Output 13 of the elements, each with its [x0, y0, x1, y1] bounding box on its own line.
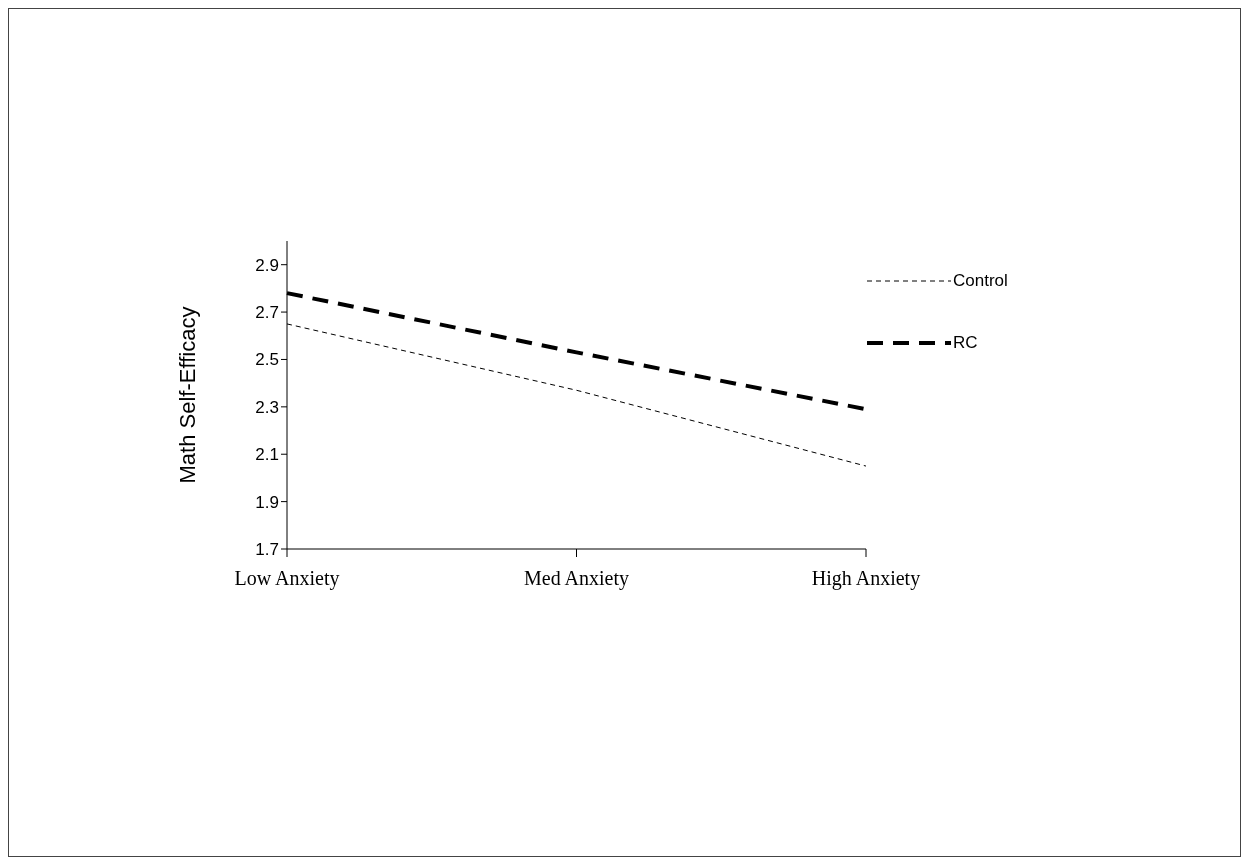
x-tick-label: Med Anxiety: [524, 567, 629, 591]
y-tick-label: 2.7: [255, 303, 279, 323]
y-tick-label: 2.9: [255, 255, 279, 275]
y-tick-label: 2.5: [255, 350, 279, 370]
y-axis-title: Math Self-Efficacy: [174, 306, 200, 484]
y-tick-label: 1.7: [255, 540, 279, 560]
x-tick-label: High Anxiety: [811, 567, 921, 591]
y-tick-label: 2.3: [255, 397, 279, 417]
legend-label: RC: [953, 333, 978, 353]
x-tick-label: Low Anxiety: [234, 567, 340, 591]
y-tick-label: 1.9: [255, 492, 279, 512]
y-tick-label: 2.1: [255, 445, 279, 465]
legend-label: Control: [953, 271, 1008, 291]
